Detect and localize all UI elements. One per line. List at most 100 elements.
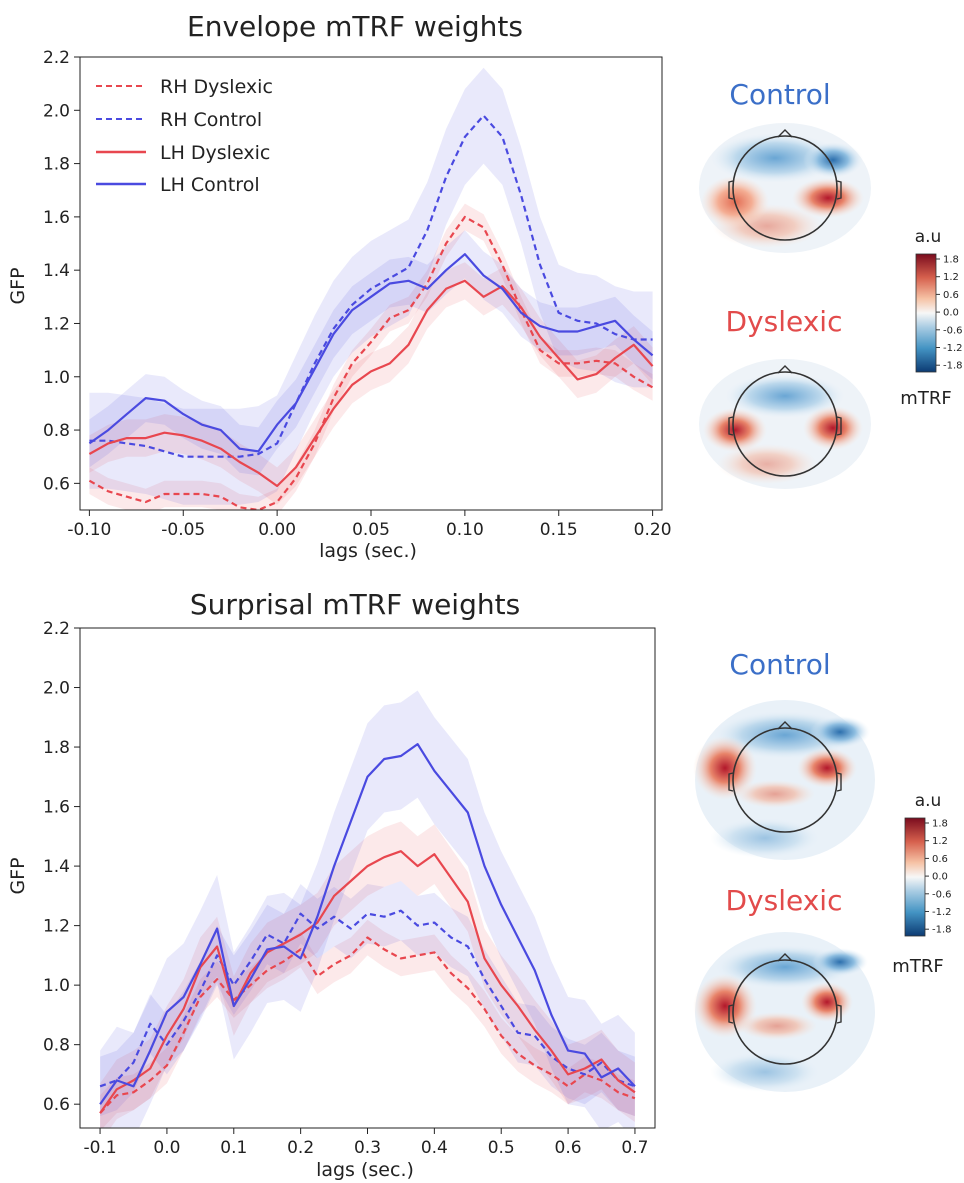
legend: RH Dyslexic RH Control LH Dyslexic LH Co… <box>96 76 273 196</box>
y-tick-label: 0.8 <box>43 421 70 441</box>
y-tick-label: 1.2 <box>43 314 70 334</box>
y-tick-label: 0.6 <box>43 474 70 494</box>
y-tick-label: 2.2 <box>43 619 70 639</box>
x-tick-label: 0.1 <box>220 1138 247 1158</box>
plot-frame <box>79 627 656 1129</box>
y-tick-label: 2.0 <box>43 101 70 121</box>
topomap-panel-surprisal: Control Dyslexic <box>693 648 952 1092</box>
series-line <box>99 936 636 1114</box>
x-tick-label: 0.3 <box>354 1138 381 1158</box>
confidence-bands <box>89 67 653 510</box>
control-label: Control <box>729 648 830 681</box>
confidence-bands <box>100 690 635 1128</box>
x-tick-label: 0.6 <box>555 1138 582 1158</box>
x-axis-label: lags (sec.) <box>319 540 417 562</box>
y-axis-label: GFP <box>7 857 29 894</box>
confidence-band <box>100 881 635 1117</box>
colorbar-caption: mTRF <box>892 956 943 977</box>
head-topomap-dyslexic <box>693 932 875 1092</box>
x-ticks: -0.10 -0.05 0.00 0.05 0.10 0.15 0.20 <box>67 510 672 540</box>
x-tick-label: 0.05 <box>352 520 390 540</box>
colorbar-tick-label: 0.0 <box>943 308 959 319</box>
x-tick-label: 0.4 <box>421 1138 448 1158</box>
x-tick-label: -0.1 <box>83 1138 116 1158</box>
colorbar-title: a.u <box>915 791 942 811</box>
colorbar-ticks: 1.8 1.2 0.6 0.0 -0.6 -1.2 -1.8 <box>925 819 952 936</box>
legend-entry: LH Control <box>96 174 260 196</box>
series-line <box>88 253 654 453</box>
topomap-panel-envelope: Control Dyslexic a.u <box>699 78 963 489</box>
colorbar-tick-label: -1.8 <box>932 925 952 936</box>
head-topomap-control <box>699 123 871 253</box>
colorbar: a.u 1.8 1.2 0.6 0.0 -0.6 -1.2 -1.8 mTRF <box>900 227 962 409</box>
x-tick-label: 0.15 <box>540 520 578 540</box>
legend-label: RH Dyslexic <box>160 76 273 98</box>
legend-label: LH Control <box>160 174 260 196</box>
y-ticks: 0.6 0.8 1.0 1.2 1.4 1.6 1.8 2.0 2.2 <box>43 619 80 1115</box>
confidence-band <box>89 67 653 505</box>
dyslexic-label: Dyslexic <box>726 884 843 917</box>
confidence-band <box>100 690 635 1128</box>
colorbar-tick-label: -1.2 <box>932 907 952 918</box>
legend-entry: RH Dyslexic <box>96 76 273 98</box>
series-lines <box>99 742 636 1114</box>
colorbar-tick-label: -1.8 <box>943 361 963 372</box>
y-tick-label: 0.8 <box>43 1036 70 1056</box>
colorbar-tick-label: 0.0 <box>932 872 948 883</box>
y-tick-label: 1.6 <box>43 208 70 228</box>
colorbar-tick-label: 0.6 <box>932 854 948 865</box>
y-tick-label: 1.4 <box>43 261 70 281</box>
series-line <box>99 850 636 1114</box>
y-tick-label: 2.2 <box>43 48 70 68</box>
x-tick-label: 0.7 <box>621 1138 648 1158</box>
x-tick-label: 0.5 <box>488 1138 515 1158</box>
series-line <box>89 114 653 458</box>
head-topomap-dyslexic <box>699 359 871 489</box>
colorbar-caption: mTRF <box>900 388 951 409</box>
y-tick-label: 1.4 <box>43 857 70 877</box>
legend-entry: RH Control <box>96 109 262 131</box>
series-lines <box>88 114 654 510</box>
x-tick-label: 0.20 <box>634 520 672 540</box>
x-tick-label: 0.10 <box>446 520 484 540</box>
x-tick-label: 0.0 <box>153 1138 180 1158</box>
confidence-band <box>89 262 653 505</box>
chart-title: Envelope mTRF weights <box>187 10 523 43</box>
series-line <box>88 215 654 510</box>
x-tick-label: -0.05 <box>161 520 205 540</box>
confidence-band <box>89 230 653 476</box>
x-tick-label: 0.2 <box>287 1138 314 1158</box>
chart-title: Surprisal mTRF weights <box>190 588 520 621</box>
surprisal-chart: Surprisal mTRF weights GFP lags (sec.) -… <box>7 588 656 1181</box>
y-tick-label: 1.0 <box>43 368 70 388</box>
y-tick-label: 1.2 <box>43 917 70 937</box>
colorbar-tick-label: -0.6 <box>943 325 963 336</box>
legend-label: LH Dyslexic <box>160 142 270 164</box>
y-tick-label: 0.6 <box>43 1095 70 1115</box>
dyslexic-label: Dyslexic <box>726 305 843 338</box>
y-tick-label: 1.8 <box>43 155 70 175</box>
y-axis-label: GFP <box>7 267 29 304</box>
colorbar-tick-label: 1.2 <box>932 836 948 847</box>
legend-entry: LH Dyslexic <box>96 142 270 164</box>
colorbar: a.u 1.8 1.2 0.6 0.0 -0.6 -1.2 -1.8 mTRF <box>892 791 951 977</box>
colorbar-ticks: 1.8 1.2 0.6 0.0 -0.6 -1.2 -1.8 <box>936 255 963 372</box>
colorbar-title: a.u <box>915 227 942 247</box>
colorbar-tick-label: 1.8 <box>943 255 959 266</box>
colorbar-tick-label: 1.8 <box>932 819 948 830</box>
envelope-chart: Envelope mTRF weights GFP lags (sec.) -0… <box>7 10 672 562</box>
colorbar-tick-label: -1.2 <box>943 343 963 354</box>
colorbar-tick-label: 1.2 <box>943 272 959 283</box>
x-tick-label: -0.10 <box>67 520 111 540</box>
x-axis-label: lags (sec.) <box>316 1159 414 1181</box>
series-line <box>99 909 636 1088</box>
head-topomap-control <box>693 700 875 860</box>
confidence-band <box>89 203 653 510</box>
series-line <box>99 742 636 1105</box>
colorbar-tick-label: -0.6 <box>932 889 952 900</box>
control-label: Control <box>729 78 830 111</box>
colorbar-tick-label: 0.6 <box>943 290 959 301</box>
y-tick-label: 1.6 <box>43 798 70 818</box>
x-ticks: -0.1 0.0 0.1 0.2 0.3 0.4 0.5 0.6 0.7 <box>83 1128 648 1158</box>
